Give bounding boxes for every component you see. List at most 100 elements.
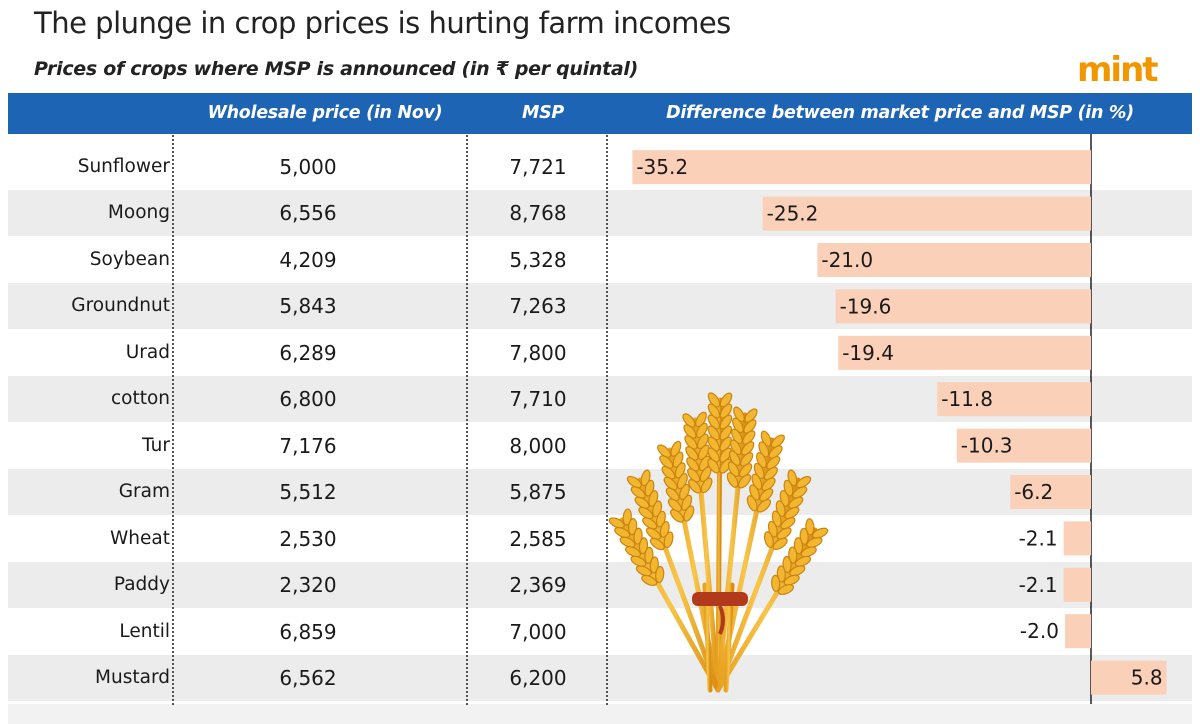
chart-title: The plunge in crop prices is hurting far…	[34, 6, 731, 40]
wheat-grain	[726, 472, 739, 488]
wheat-grain	[707, 458, 720, 474]
wheat-grain	[719, 403, 733, 419]
msp-value: 7,800	[509, 341, 567, 365]
msp-value: 2,369	[509, 573, 567, 597]
wheat-grain	[746, 495, 758, 512]
wheat-grain	[719, 425, 733, 441]
wheat-grain	[744, 408, 758, 423]
header-msp: MSP	[522, 103, 564, 123]
bar-label: -2.0	[1020, 619, 1059, 643]
crop-name: Sunflower	[77, 156, 170, 177]
bar-gram	[1010, 475, 1091, 509]
msp-value: 5,875	[509, 480, 567, 504]
wheat-grain	[661, 465, 676, 480]
wheat-grain	[707, 436, 720, 452]
wheat-grain	[719, 414, 733, 430]
wheat-grain	[663, 531, 674, 549]
msp-value: 2,585	[509, 527, 567, 551]
wheat-grain	[707, 392, 721, 408]
bar-label: -19.4	[842, 341, 894, 365]
wheat-grain	[763, 531, 774, 548]
wheat-grain	[696, 433, 709, 450]
header-wholesale: Wholesale price (in Nov)	[207, 103, 443, 123]
wheat-grain	[812, 527, 829, 539]
wholesale-price: 5,843	[279, 294, 337, 318]
wholesale-price: 4,209	[279, 248, 337, 272]
table-row: Sunflower 5,000 7,721	[8, 144, 1192, 190]
table-row: Paddy 2,320 2,369	[8, 562, 1192, 608]
wheat-grain	[799, 527, 809, 545]
msp-value: 6,200	[509, 666, 567, 690]
bar-paddy	[1063, 567, 1091, 602]
wheat-grain	[761, 477, 776, 492]
wheat-grain	[805, 518, 815, 536]
msp-value: 7,000	[509, 620, 567, 644]
wheat-grain	[766, 455, 781, 470]
bar-lentil	[1064, 614, 1091, 649]
bar-label: -25.2	[767, 202, 819, 226]
crop-name: Urad	[125, 342, 170, 363]
wheat-grain	[728, 450, 741, 467]
wheat-grain	[686, 457, 700, 472]
wheat-grain	[772, 537, 788, 550]
wheat-grain	[635, 565, 652, 577]
wheat-grain	[707, 447, 720, 463]
wheat-grain	[638, 537, 649, 555]
wheat-grain	[776, 565, 786, 583]
wheat-grain	[794, 555, 812, 567]
wholesale-price: 6,556	[279, 201, 337, 225]
wheat-grain	[788, 496, 804, 509]
wheat-grain	[737, 474, 752, 489]
msp-value: 7,721	[509, 155, 567, 179]
bar-cotton	[937, 382, 1091, 417]
table-row: Gram 5,512 5,875	[8, 469, 1192, 515]
wheat-grain	[695, 411, 707, 428]
bar-label: -2.1	[1019, 573, 1058, 597]
bar-label: -10.3	[961, 434, 1013, 458]
wheat-grain	[608, 517, 625, 529]
wheat-grain	[707, 414, 721, 430]
table-row: Mustard 6,562 6,200	[8, 655, 1192, 701]
wheat-grain	[657, 444, 672, 459]
wheat-grain	[667, 498, 682, 512]
wheat-grain	[729, 439, 742, 456]
crop-name: Soybean	[89, 249, 170, 270]
bar-mustard	[1091, 660, 1167, 695]
msp-value: 7,710	[509, 387, 567, 411]
wheat-grain	[707, 425, 720, 441]
wheat-grain	[780, 517, 796, 530]
wheat-grain	[768, 445, 783, 459]
table-row: Urad 6,289 7,800	[8, 330, 1192, 376]
wheat-grain	[644, 546, 654, 564]
msp-value: 7,263	[509, 294, 567, 318]
wheat-grain	[756, 499, 771, 513]
wheat-grain	[633, 527, 643, 545]
wheat-grain	[792, 486, 808, 499]
wheat-grain	[665, 487, 680, 502]
crop-name: Gram	[118, 481, 170, 502]
wheat-grain	[626, 475, 642, 489]
wheat-grain	[645, 527, 662, 540]
mint-logo: mint	[1077, 50, 1159, 90]
wholesale-price: 6,562	[279, 666, 337, 690]
wheat-grain	[719, 436, 732, 452]
wheat-grain	[741, 441, 755, 456]
column-divider	[606, 135, 608, 705]
wheat-grain	[630, 486, 646, 499]
table-header: Wholesale price (in Nov) MSP Difference …	[8, 93, 1192, 134]
wheat-grain	[683, 424, 697, 439]
table-row: Soybean 4,209 5,328	[8, 237, 1192, 283]
wheat-grain	[682, 413, 696, 428]
wheat-grain	[743, 419, 757, 434]
bar-wheat	[1063, 521, 1091, 556]
wheat-grain	[789, 565, 806, 577]
wheat-grain	[783, 574, 800, 586]
wheat-grain	[707, 403, 721, 419]
wheat-grain	[793, 537, 804, 555]
wheat-grain	[670, 509, 685, 523]
bar-label: -6.2	[1014, 480, 1053, 504]
bar-label: -2.1	[1019, 526, 1058, 550]
wheat-grain	[782, 555, 792, 574]
wheat-grain	[738, 463, 753, 478]
